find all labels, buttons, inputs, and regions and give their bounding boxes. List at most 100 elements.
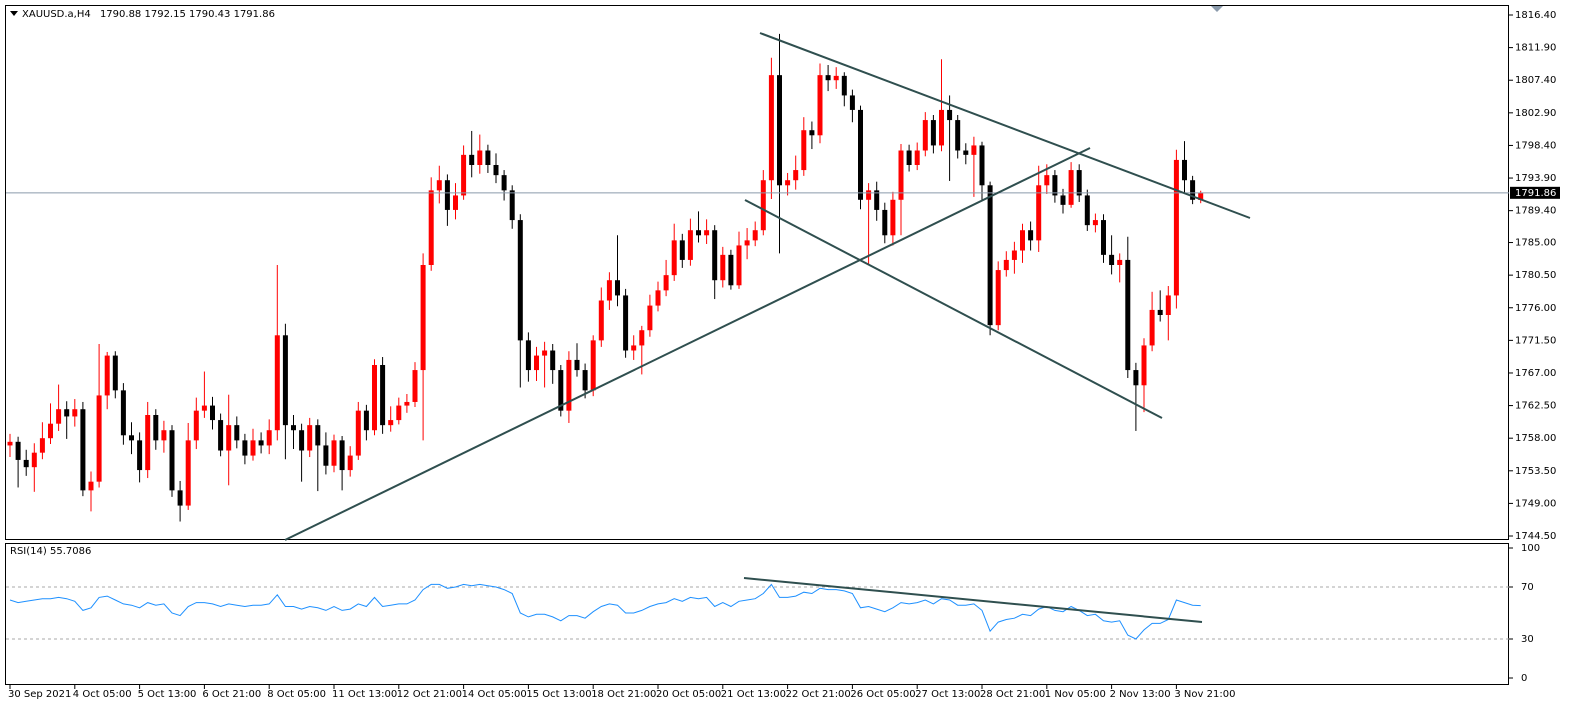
x-tick-label: 18 Oct 21:00 <box>591 689 656 700</box>
y-tick-label: 1811.90 <box>1515 43 1556 54</box>
x-tick-label: 26 Oct 05:00 <box>850 689 915 700</box>
candle-body <box>947 109 953 121</box>
candle-body <box>671 240 677 276</box>
candle-body <box>1084 195 1090 226</box>
candle-body <box>971 145 977 155</box>
candle-body <box>218 420 224 451</box>
candle-body <box>1109 254 1115 265</box>
candle-body <box>1060 195 1066 205</box>
candle-body <box>566 359 572 411</box>
candle-body <box>841 75 847 96</box>
candle-body <box>736 245 742 286</box>
rsi-line <box>9 583 1201 640</box>
candle-body <box>558 370 564 411</box>
support-trendline[interactable] <box>284 147 1091 541</box>
y-tick-label: 1807.40 <box>1515 75 1556 86</box>
candle-body <box>372 365 377 431</box>
y-tick-label: 1816.40 <box>1515 10 1556 21</box>
candle-body <box>412 370 418 402</box>
candle-body <box>444 180 450 210</box>
x-tick-label: 28 Oct 21:00 <box>980 689 1045 700</box>
candle-body <box>274 335 280 431</box>
candle-body <box>647 305 653 331</box>
candle-body <box>469 154 475 165</box>
header-open: 1790.88 <box>100 9 141 20</box>
candle-body <box>979 145 985 186</box>
candle-body <box>995 270 1001 326</box>
candle-body <box>242 440 248 456</box>
candle-body <box>120 390 126 436</box>
candle-body <box>396 405 402 421</box>
candle-body <box>137 440 143 471</box>
x-tick-label: 15 Oct 13:00 <box>526 689 591 700</box>
candle-body <box>785 180 791 186</box>
y-tick-label: 1753.50 <box>1515 466 1556 477</box>
candle-body <box>72 409 78 417</box>
candle-body <box>282 335 288 426</box>
candle-body <box>955 120 961 151</box>
symbol-marker <box>10 11 18 16</box>
candle-body <box>129 435 134 441</box>
candle-body <box>704 230 710 236</box>
candle-body <box>939 109 944 146</box>
candle-body <box>728 254 734 286</box>
shift-marker[interactable] <box>1211 6 1223 12</box>
candle-body <box>963 150 969 155</box>
candle-body <box>1198 192 1204 200</box>
candle-body <box>890 199 896 236</box>
candle-body <box>679 240 685 260</box>
candle-body <box>534 355 539 371</box>
candle-body <box>817 75 823 136</box>
lower-channel-trendline[interactable] <box>744 199 1163 419</box>
candle-body <box>1149 309 1155 346</box>
candle-body <box>574 359 580 371</box>
candle-body <box>388 420 394 426</box>
candle-body <box>323 445 329 466</box>
candle-body <box>307 425 313 451</box>
candle-body <box>461 154 467 196</box>
x-tick-label: 8 Oct 05:00 <box>267 689 326 700</box>
y-tick-label: 100 <box>1521 543 1540 554</box>
trendlines <box>284 32 1251 623</box>
candle-body <box>987 185 993 326</box>
candle-body <box>339 440 345 471</box>
candle-body <box>64 409 70 417</box>
candle-body <box>501 175 507 191</box>
candle-body <box>1020 230 1025 251</box>
x-tick-label: 4 Oct 05:00 <box>73 689 132 700</box>
candle-body <box>768 75 774 181</box>
candle-body <box>355 410 361 456</box>
resistance-trendline[interactable] <box>759 32 1251 219</box>
candle-body <box>7 441 13 446</box>
symbol: XAUUSD.a,H4 <box>22 9 91 20</box>
candle-body <box>1125 259 1131 371</box>
candle-body <box>598 300 604 341</box>
candle-body <box>542 350 548 356</box>
candle-body <box>96 395 102 482</box>
x-tick-label: 5 Oct 13:00 <box>138 689 197 700</box>
candle-body <box>234 425 240 441</box>
candle-body <box>744 240 750 246</box>
candle-body <box>590 340 596 391</box>
candle-body <box>866 190 872 200</box>
candle-body <box>631 345 637 351</box>
candle-body <box>436 180 442 191</box>
candle-body <box>420 265 426 371</box>
header-low: 1790.43 <box>189 9 230 20</box>
candle-body <box>23 459 29 468</box>
x-tick-label: 12 Oct 21:00 <box>397 689 462 700</box>
candle-body <box>922 120 928 151</box>
current-price-label: 1791.86 <box>1515 188 1556 199</box>
y-tick-label: 1780.50 <box>1515 270 1556 281</box>
candle-body <box>1068 170 1074 205</box>
candle-body <box>930 120 936 146</box>
candle-body <box>185 440 191 506</box>
candle-body <box>1011 250 1017 260</box>
rsi-trendline[interactable] <box>743 577 1203 623</box>
chart-header: XAUUSD.a,H4 1790.88 1792.15 1790.43 1791… <box>22 9 275 20</box>
candle-body <box>525 340 531 371</box>
candle-body <box>477 150 483 165</box>
x-tick-label: 1 Nov 05:00 <box>1045 689 1106 700</box>
candle-body <box>485 150 491 165</box>
